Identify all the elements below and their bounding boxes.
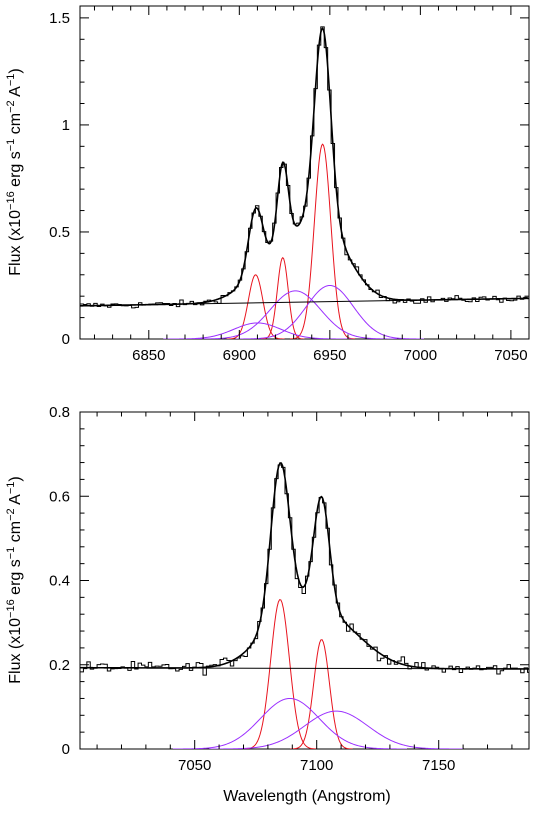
top-axes: 6850 6900 6950 7000 7050 0 0.5 1 1.5 [49, 6, 530, 364]
bottom-narrow-component-1 [290, 639, 353, 749]
top-ylabel-exp1: −16 [5, 191, 17, 210]
top-x-tick-label: 7000 [404, 347, 437, 364]
bottom-ylabel-part1: Flux (x10 [7, 618, 24, 684]
bottom-axes: 7050 7100 7150 0 0.2 0.4 0.6 0.8 [49, 404, 529, 774]
bottom-observed-spectrum [80, 464, 529, 676]
top-y-tick-label: 0.5 [49, 224, 70, 241]
top-narrow-component-1 [261, 256, 305, 339]
top-ylabel-end: ) [7, 68, 24, 73]
bottom-panel-marks: 7050 7100 7150 0 0.2 0.4 0.6 0.8 [49, 404, 529, 774]
top-ylabel-exp3: −2 [5, 100, 17, 113]
bottom-ylabel-part2: erg s [7, 559, 24, 599]
top-x-tick-label: 6900 [223, 347, 256, 364]
top-x-tick-label: 6950 [313, 347, 346, 364]
bottom-x-tick-label: 7050 [178, 757, 211, 774]
top-ylabel-exp4: −1 [5, 74, 17, 87]
top-panel-frame [79, 5, 530, 340]
top-spectrum-panel: 6850 6900 6950 7000 7050 0 0.5 1 1.5 [49, 5, 530, 364]
bottom-y-tick-label: 0.8 [49, 404, 70, 421]
top-ylabel-part2: erg s [7, 151, 24, 191]
top-broad-component-5 [235, 284, 424, 339]
top-y-axis-title: Flux (x10−16 erg s−1 cm−2 A−1) [5, 68, 24, 275]
top-y-tick-label: 1 [62, 117, 70, 134]
bottom-ylabel-end: ) [7, 476, 24, 481]
top-panel-marks: 6850 6900 6950 7000 7050 0 0.5 1 1.5 [49, 6, 530, 364]
bottom-ylabel-part3: cm [7, 521, 24, 547]
top-plot-area [80, 26, 529, 339]
top-ylabel-part3: cm [7, 113, 24, 139]
bottom-y-axis-title: Flux (x10−16 erg s−1 cm−2 A−1) [5, 476, 24, 683]
bottom-x-tick-label: 7150 [422, 757, 455, 774]
top-ylabel-exp2: −1 [5, 139, 17, 152]
bottom-ylabel-exp4: −1 [5, 482, 17, 495]
bottom-panel-frame [79, 411, 530, 750]
bottom-y-tick-label: 0.4 [49, 573, 70, 590]
bottom-x-tick-label: 7100 [300, 757, 333, 774]
bottom-ylabel-exp1: −16 [5, 599, 17, 618]
top-y-tick-label: 0 [62, 331, 70, 348]
bottom-total-fit [80, 462, 529, 670]
top-total-fit [80, 27, 529, 307]
top-observed-spectrum [80, 26, 529, 309]
x-axis-title: Wavelength (Angstrom) [223, 788, 390, 805]
bottom-ylabel-exp2: −1 [5, 547, 17, 560]
bottom-ylabel-exp3: −2 [5, 508, 17, 521]
bottom-spectrum-panel: 7050 7100 7150 0 0.2 0.4 0.6 0.8 [49, 404, 530, 774]
top-y-tick-label: 1.5 [49, 10, 70, 27]
bottom-y-tick-label: 0.6 [49, 488, 70, 505]
top-ylabel-part4: A [7, 86, 24, 101]
bottom-y-tick-label: 0 [62, 741, 70, 758]
top-narrow-component-2 [290, 143, 356, 339]
bottom-broad-component-3 [209, 710, 464, 749]
top-x-tick-label: 6850 [132, 347, 165, 364]
bottom-y-tick-label: 0.2 [49, 657, 70, 674]
bottom-broad-component-2 [172, 697, 407, 749]
bottom-narrow-component-0 [242, 599, 317, 749]
top-broad-component-4 [194, 290, 397, 339]
bottom-ylabel-part4: A [7, 494, 24, 509]
bottom-plot-area [80, 462, 529, 749]
top-x-tick-label: 7050 [494, 347, 527, 364]
top-narrow-component-0 [226, 274, 285, 339]
top-ylabel-part1: Flux (x10 [7, 210, 24, 276]
